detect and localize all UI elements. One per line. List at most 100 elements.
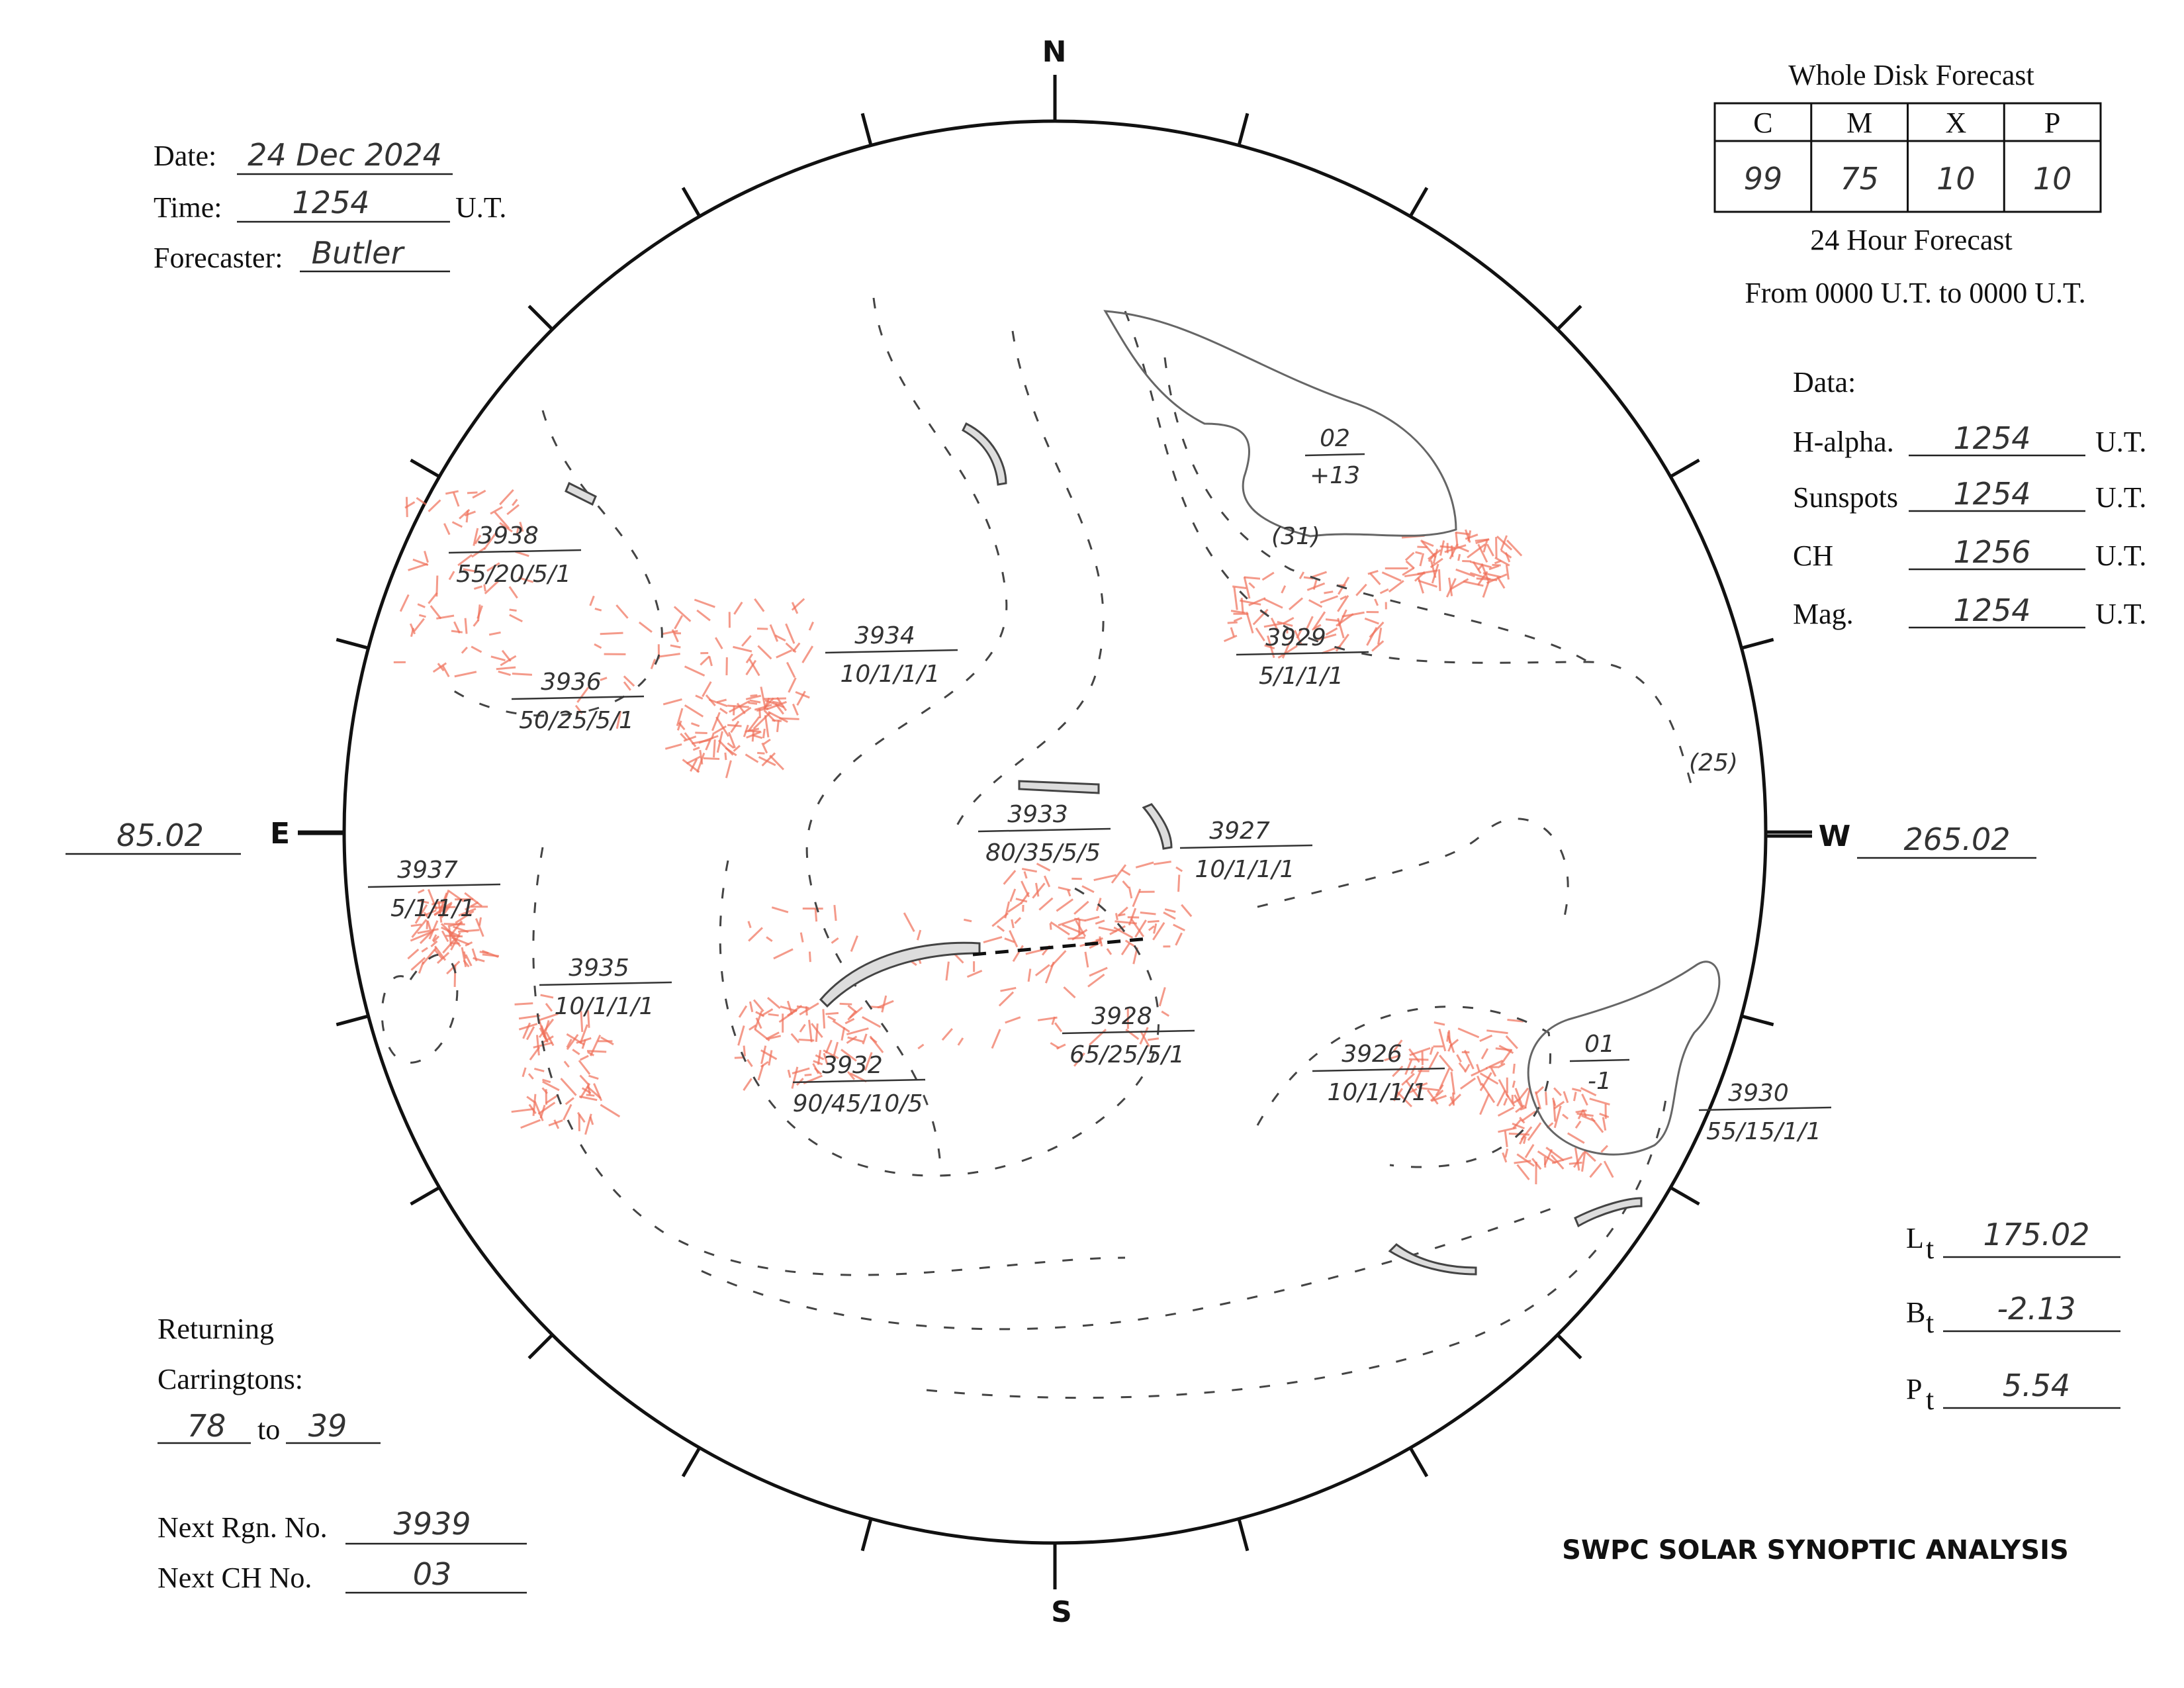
plage-stroke	[1121, 869, 1131, 876]
plage-stroke	[757, 1064, 764, 1081]
disk-tick	[1741, 1014, 1774, 1027]
plage-stroke	[696, 609, 711, 622]
plage-stroke	[422, 947, 437, 965]
plage-stroke	[670, 644, 681, 649]
plage-stroke	[1482, 581, 1490, 598]
plage-stroke	[743, 1078, 752, 1091]
plage-stroke	[749, 1024, 757, 1031]
plage-stroke	[498, 670, 511, 677]
plage-stroke	[578, 1095, 598, 1102]
plage-stroke	[1154, 861, 1171, 866]
plage-stroke	[774, 634, 786, 642]
plage-stroke	[1230, 610, 1246, 614]
disk-tick	[336, 1014, 369, 1027]
plage-stroke	[615, 711, 622, 729]
plage-stroke	[1325, 627, 1338, 636]
plage-stroke	[508, 586, 518, 599]
plage-stroke	[1477, 1075, 1482, 1086]
plage-stroke	[499, 489, 514, 506]
plage-stroke	[418, 889, 425, 894]
plage-stroke	[426, 920, 429, 929]
region-number: 3930	[1728, 1080, 1789, 1107]
forecast-period: From 0000 U.T. to 0000 U.T.	[1745, 277, 2085, 309]
plage-stroke	[1340, 595, 1347, 600]
plage-stroke	[1498, 1127, 1517, 1133]
plage-stroke	[1553, 1087, 1562, 1096]
plage-stroke	[1320, 595, 1338, 604]
plage-stroke	[1495, 537, 1498, 558]
plage-stroke	[421, 947, 428, 953]
plage-stroke	[1574, 1120, 1582, 1129]
plage-stroke	[484, 580, 500, 594]
plage-stroke	[1003, 870, 1017, 885]
plage-stroke	[1371, 640, 1385, 652]
plage-stroke	[1324, 590, 1334, 594]
plage-stroke	[1428, 1051, 1439, 1070]
plage-stroke	[1153, 923, 1158, 934]
plage-stroke	[464, 618, 468, 634]
plage-stroke	[1132, 888, 1142, 908]
plage-stroke	[451, 521, 463, 528]
plage-stroke	[576, 1037, 592, 1044]
plage-stroke	[424, 551, 430, 563]
plage-stroke	[1305, 616, 1314, 631]
plage-stroke	[719, 707, 728, 715]
plage-stroke	[1590, 1117, 1604, 1133]
plage-stroke	[430, 940, 438, 948]
region-number: 3936	[541, 669, 602, 696]
plage-stroke	[408, 563, 428, 571]
plage-stroke	[725, 747, 737, 757]
time-label: Time:	[154, 191, 222, 224]
plage-stroke	[542, 1078, 551, 1084]
plage-stroke	[490, 506, 503, 515]
plage-stroke	[1494, 557, 1510, 567]
plage-stroke	[1531, 1158, 1542, 1170]
plage-stroke	[903, 912, 915, 932]
plage-stroke	[751, 731, 754, 742]
plage-stroke	[1572, 1092, 1577, 1102]
region-number: 3928	[1091, 1003, 1152, 1030]
plage-stroke	[743, 724, 749, 737]
plage-stroke	[566, 1033, 585, 1046]
plage-stroke	[1063, 986, 1076, 999]
region-number: 3938	[478, 522, 539, 549]
plage-stroke	[833, 905, 837, 921]
plage-stroke	[786, 661, 796, 679]
plage-stroke	[1181, 904, 1193, 917]
plage-stroke	[727, 742, 735, 749]
plage-stroke	[586, 1094, 595, 1097]
plage-stroke	[580, 1011, 584, 1033]
plage-stroke	[684, 665, 705, 677]
plage-stroke	[841, 1027, 846, 1041]
plage-stroke	[1600, 1145, 1609, 1153]
plage-stroke	[1227, 621, 1238, 624]
plage-stroke	[1458, 1062, 1467, 1072]
disk-tick	[1237, 113, 1250, 146]
plage-stroke	[1545, 1092, 1548, 1105]
plage-stroke	[791, 1066, 799, 1089]
plage-stroke	[1252, 608, 1269, 626]
plage-stroke	[1575, 1109, 1587, 1113]
ephemeris-value: -2.13	[1997, 1291, 2075, 1327]
plage-stroke	[1115, 913, 1118, 921]
plage-stroke	[760, 1045, 767, 1064]
coronal-hole-polarity: +13	[1310, 462, 1360, 489]
plage-stroke	[1401, 1072, 1415, 1086]
plage-stroke	[442, 937, 457, 954]
plage-stroke	[441, 926, 461, 938]
plage-stroke	[463, 568, 479, 573]
plage-stroke	[512, 673, 533, 676]
plage-stroke	[1514, 1088, 1524, 1108]
plage-stroke	[1486, 573, 1508, 585]
plage-stroke	[1459, 1077, 1477, 1090]
plage-stroke	[864, 1052, 873, 1071]
plage-stroke	[847, 1010, 857, 1021]
plage-stroke	[725, 760, 732, 778]
plage-stroke	[1000, 986, 1017, 992]
plage-stroke	[432, 934, 437, 942]
plage-stroke	[1500, 535, 1508, 551]
plage-stroke	[766, 997, 781, 1009]
plage-stroke	[448, 571, 455, 581]
region-rule	[1698, 1106, 1832, 1111]
plage-stroke	[566, 1033, 579, 1051]
